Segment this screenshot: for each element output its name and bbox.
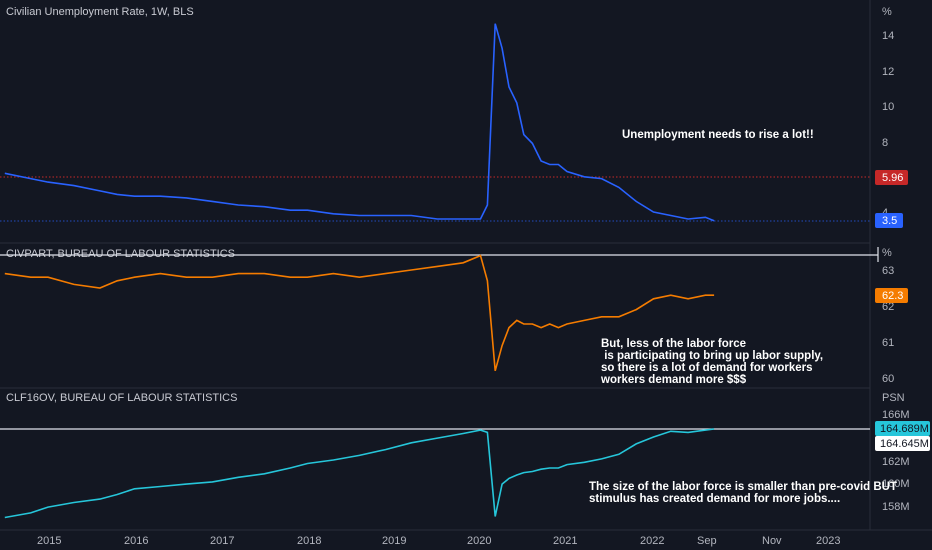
pane2-tick-label: 61 — [882, 337, 894, 349]
x-tick-label: 2018 — [297, 535, 321, 547]
svg-text:3.5: 3.5 — [882, 215, 897, 227]
annotation-civpart-line[interactable]: is participating to bring up labor suppl… — [601, 350, 823, 362]
pane2-tick-label: 62 — [882, 301, 894, 313]
x-tick-label: 2017 — [210, 535, 234, 547]
x-tick-label: 2016 — [124, 535, 148, 547]
x-tick-label: 2023 — [816, 535, 840, 547]
svg-text:164.689M: 164.689M — [880, 423, 929, 435]
annotation-unemployment[interactable]: Unemployment needs to rise a lot!! — [622, 129, 814, 141]
pane2-unit-label: % — [882, 247, 892, 259]
civpart-series-line[interactable] — [4, 254, 715, 372]
annotation-clf-line[interactable]: The size of the labor force is smaller t… — [589, 481, 897, 493]
pane3-tick-label: 162M — [882, 456, 910, 468]
pane1-tick-label: 10 — [882, 101, 894, 113]
pane1-unit-label: % — [882, 6, 892, 18]
badge-164-645m: 164.645M — [875, 436, 930, 451]
pane3-tick-label: 160M — [882, 478, 910, 490]
badge-3-5: 3.5 — [875, 213, 903, 228]
badge-5-96: 5.96 — [875, 170, 908, 185]
pane1-tick-label: 14 — [882, 30, 894, 42]
x-tick-label: 2020 — [467, 535, 491, 547]
badge-164-689m: 164.689M — [875, 421, 930, 436]
pane2-tick-label: 63 — [882, 265, 894, 277]
badge-62-3: 62.3 — [875, 288, 908, 303]
pane1-tick-label: 8 — [882, 137, 888, 149]
clf-series-line[interactable] — [4, 428, 715, 519]
svg-text:62.3: 62.3 — [882, 290, 903, 302]
annotation-civpart-line[interactable]: But, less of the labor force — [601, 338, 746, 350]
x-tick-label: 2015 — [37, 535, 61, 547]
pane3-unit-label: PSN — [882, 392, 905, 404]
pane1-tick-label: 12 — [882, 66, 894, 78]
pane3-tick-label: 158M — [882, 501, 910, 513]
unemployment-series-line[interactable] — [4, 23, 715, 222]
x-tick-label: Sep — [697, 535, 717, 547]
x-tick-label: 2021 — [553, 535, 577, 547]
pane1-title[interactable]: Civilian Unemployment Rate, 1W, BLS — [6, 6, 194, 18]
svg-text:5.96: 5.96 — [882, 172, 903, 184]
x-tick-label: Nov — [762, 535, 782, 547]
pane3-title[interactable]: CLF16OV, BUREAU OF LABOUR STATISTICS — [6, 392, 237, 404]
x-tick-label: 2022 — [640, 535, 664, 547]
annotation-clf-line[interactable]: stimulus has created demand for more job… — [589, 493, 840, 505]
x-tick-label: 2019 — [382, 535, 406, 547]
annotation-civpart-line[interactable]: so there is a lot of demand for workers — [601, 362, 813, 374]
annotation-civpart-line[interactable]: workers demand more $$$ — [600, 374, 747, 386]
pane2-tick-label: 60 — [882, 373, 894, 385]
pane2-title[interactable]: CIVPART, BUREAU OF LABOUR STATISTICS — [6, 248, 235, 260]
pane3-tick-label: 166M — [882, 409, 910, 421]
svg-text:164.645M: 164.645M — [880, 438, 929, 450]
